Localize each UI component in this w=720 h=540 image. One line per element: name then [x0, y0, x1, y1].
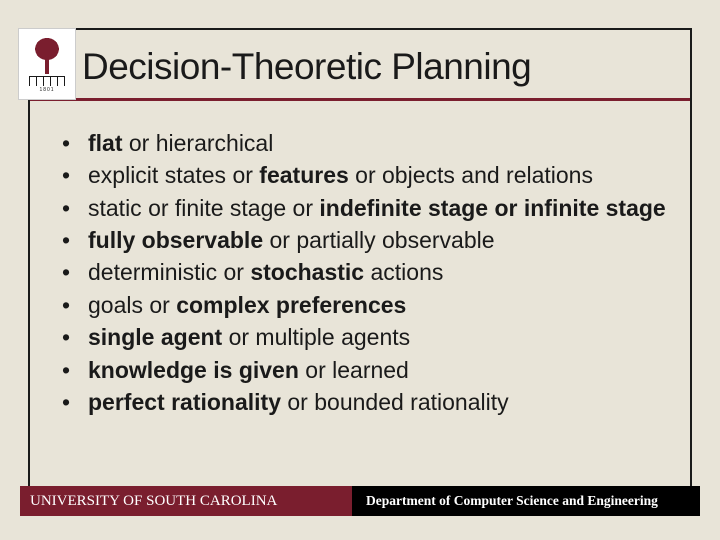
- bullet-item: •deterministic or stochastic actions: [60, 257, 680, 287]
- bullet-text: single agent or multiple agents: [88, 322, 680, 352]
- bullet-item: •knowledge is given or learned: [60, 355, 680, 385]
- bullet-text: perfect rationality or bounded rationali…: [88, 387, 680, 417]
- bullet-list: •flat or hierarchical•explicit states or…: [60, 128, 680, 419]
- bullet-text: deterministic or stochastic actions: [88, 257, 680, 287]
- bullet-item: •perfect rationality or bounded rational…: [60, 387, 680, 417]
- title-underline: [30, 98, 690, 101]
- footer-university: UNIVERSITY OF SOUTH CAROLINA: [20, 493, 352, 510]
- slide-title: Decision-Theoretic Planning: [82, 46, 531, 88]
- bullet-dot-icon: •: [60, 387, 88, 417]
- logo-year: 1801: [39, 87, 54, 93]
- bullet-dot-icon: •: [60, 355, 88, 385]
- bullet-dot-icon: •: [60, 160, 88, 190]
- bullet-item: •goals or complex preferences: [60, 290, 680, 320]
- footer-dept-box: Department of Computer Science and Engin…: [352, 486, 700, 516]
- footer-bar: UNIVERSITY OF SOUTH CAROLINA Department …: [20, 486, 700, 516]
- bullet-item: •single agent or multiple agents: [60, 322, 680, 352]
- bullet-text: fully observable or partially observable: [88, 225, 680, 255]
- bullet-dot-icon: •: [60, 225, 88, 255]
- bullet-item: •explicit states or features or objects …: [60, 160, 680, 190]
- bullet-text: knowledge is given or learned: [88, 355, 680, 385]
- bullet-text: flat or hierarchical: [88, 128, 680, 158]
- bullet-text: explicit states or features or objects a…: [88, 160, 680, 190]
- bullet-dot-icon: •: [60, 193, 88, 223]
- footer-department: Department of Computer Science and Engin…: [366, 493, 658, 509]
- bullet-text: static or finite stage or indefinite sta…: [88, 193, 680, 223]
- university-logo: 1801: [18, 28, 76, 100]
- logo-tree-icon: [31, 36, 63, 74]
- bullet-text: goals or complex preferences: [88, 290, 680, 320]
- bullet-dot-icon: •: [60, 128, 88, 158]
- bullet-dot-icon: •: [60, 290, 88, 320]
- bullet-item: •static or finite stage or indefinite st…: [60, 193, 680, 223]
- bullet-item: •flat or hierarchical: [60, 128, 680, 158]
- bullet-dot-icon: •: [60, 257, 88, 287]
- bullet-dot-icon: •: [60, 322, 88, 352]
- bullet-item: •fully observable or partially observabl…: [60, 225, 680, 255]
- logo-gates-icon: [29, 76, 65, 86]
